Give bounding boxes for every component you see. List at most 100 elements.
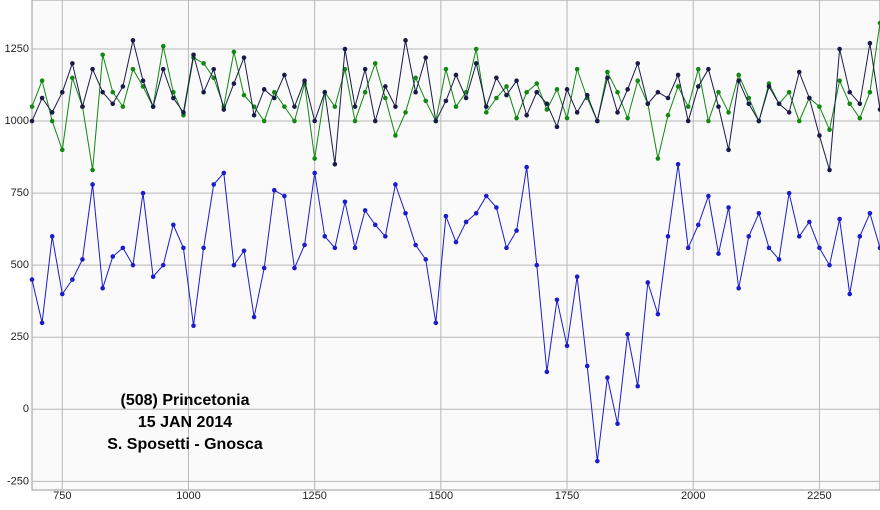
data-point — [443, 98, 449, 104]
data-point — [423, 98, 429, 104]
data-point — [241, 55, 247, 60]
data-point — [282, 104, 287, 109]
data-point — [544, 107, 550, 112]
data-point — [241, 248, 247, 254]
data-point — [211, 182, 217, 187]
data-point — [756, 210, 762, 216]
data-point — [403, 38, 408, 43]
data-point — [383, 95, 388, 101]
data-point — [39, 95, 45, 101]
data-point — [877, 107, 880, 112]
data-point — [322, 89, 328, 95]
data-point — [261, 87, 267, 92]
data-point — [605, 75, 610, 81]
data-point — [564, 115, 570, 121]
data-point — [393, 182, 398, 187]
data-point — [443, 213, 449, 219]
data-point — [706, 66, 711, 72]
data-point — [312, 156, 317, 161]
data-point — [383, 84, 388, 89]
data-point — [837, 216, 842, 222]
data-point — [171, 222, 176, 228]
data-point — [625, 87, 630, 92]
data-point — [423, 55, 429, 60]
data-point — [140, 84, 146, 89]
data-point — [817, 133, 822, 138]
data-point — [181, 245, 186, 251]
data-point — [201, 89, 206, 95]
data-point — [615, 421, 620, 427]
data-point — [655, 311, 661, 317]
data-point — [120, 104, 126, 109]
data-point — [716, 251, 721, 256]
data-point — [807, 219, 812, 225]
data-point — [433, 320, 439, 326]
data-point — [716, 104, 721, 109]
data-point — [231, 262, 237, 268]
data-point — [231, 81, 237, 86]
data-point — [695, 222, 701, 228]
data-point — [534, 81, 540, 86]
data-point — [746, 234, 752, 239]
data-point — [796, 234, 802, 239]
data-point — [322, 234, 328, 239]
data-point — [292, 118, 297, 124]
data-point — [80, 104, 85, 109]
data-point — [655, 89, 661, 95]
data-point — [110, 89, 116, 95]
x-tick-label: 1750 — [555, 490, 579, 502]
data-point — [494, 205, 499, 210]
data-point — [312, 118, 317, 124]
data-point — [605, 375, 610, 380]
x-tick-label: 750 — [53, 490, 71, 502]
data-point — [302, 78, 307, 84]
data-point — [160, 262, 166, 268]
data-point — [554, 87, 560, 92]
data-point — [645, 280, 651, 285]
data-point — [595, 458, 600, 464]
data-point — [736, 72, 741, 78]
x-tick-label: 1250 — [302, 490, 326, 502]
data-point — [261, 265, 267, 271]
data-point — [685, 245, 691, 251]
data-point — [837, 78, 842, 84]
data-point — [453, 72, 459, 78]
data-point — [625, 115, 630, 121]
data-point — [817, 104, 822, 109]
data-point — [766, 84, 772, 89]
data-point — [615, 110, 620, 115]
data-point — [29, 118, 35, 124]
data-point — [403, 110, 408, 115]
data-point — [574, 274, 580, 280]
data-point — [292, 265, 297, 271]
data-point — [625, 332, 630, 337]
data-point — [90, 167, 95, 173]
data-point — [393, 104, 398, 109]
data-point — [766, 245, 772, 251]
data-point — [706, 118, 711, 124]
data-point — [221, 170, 227, 176]
data-point — [473, 61, 479, 66]
data-point — [726, 205, 731, 210]
data-point — [352, 118, 358, 124]
y-tick-label: 500 — [11, 259, 29, 271]
data-point — [372, 222, 378, 228]
data-point — [110, 254, 116, 259]
data-point — [786, 190, 792, 196]
data-point — [675, 84, 681, 89]
data-point — [231, 49, 237, 55]
data-point — [665, 112, 671, 118]
data-point — [857, 234, 863, 239]
data-point — [282, 72, 287, 78]
grid — [32, 0, 880, 490]
data-point — [685, 104, 691, 109]
data-point — [261, 118, 267, 124]
data-point — [140, 190, 146, 196]
data-point — [504, 84, 509, 89]
data-point — [726, 147, 731, 153]
data-point — [70, 277, 75, 282]
data-point — [352, 104, 358, 109]
data-point — [504, 245, 509, 251]
data-point — [271, 187, 277, 193]
